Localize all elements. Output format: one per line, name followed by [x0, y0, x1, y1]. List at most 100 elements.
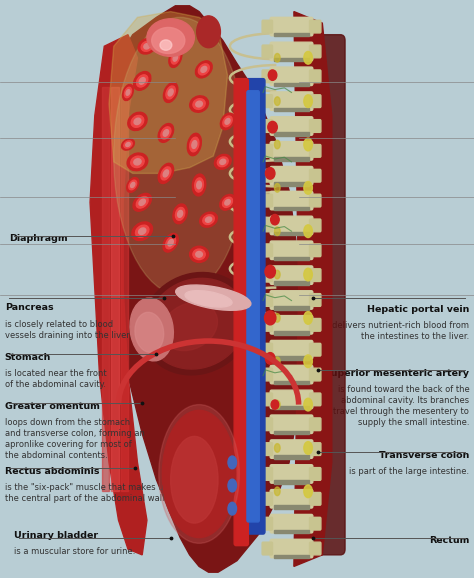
Text: Stomach: Stomach: [5, 353, 51, 362]
FancyBboxPatch shape: [274, 157, 309, 161]
Ellipse shape: [141, 272, 252, 375]
FancyBboxPatch shape: [310, 120, 321, 132]
FancyBboxPatch shape: [270, 42, 313, 61]
Ellipse shape: [162, 410, 236, 538]
Text: Urinary bladder: Urinary bladder: [14, 531, 98, 540]
Circle shape: [268, 70, 277, 80]
Ellipse shape: [137, 75, 148, 87]
Ellipse shape: [274, 271, 280, 279]
Ellipse shape: [160, 40, 172, 50]
Polygon shape: [104, 6, 303, 572]
Ellipse shape: [195, 61, 212, 78]
FancyBboxPatch shape: [270, 216, 313, 235]
FancyBboxPatch shape: [274, 555, 309, 558]
FancyBboxPatch shape: [274, 83, 309, 86]
FancyBboxPatch shape: [262, 45, 273, 58]
Ellipse shape: [166, 86, 175, 99]
Ellipse shape: [134, 159, 141, 165]
FancyBboxPatch shape: [234, 79, 248, 546]
Ellipse shape: [161, 167, 171, 180]
FancyBboxPatch shape: [270, 340, 313, 359]
Ellipse shape: [126, 143, 130, 146]
Ellipse shape: [304, 268, 312, 281]
FancyBboxPatch shape: [270, 166, 313, 185]
Ellipse shape: [130, 298, 173, 361]
Ellipse shape: [176, 285, 251, 310]
FancyBboxPatch shape: [270, 316, 313, 334]
Polygon shape: [294, 12, 332, 566]
Ellipse shape: [136, 225, 149, 237]
Polygon shape: [121, 87, 128, 491]
FancyBboxPatch shape: [262, 294, 273, 306]
FancyBboxPatch shape: [310, 45, 321, 58]
Ellipse shape: [114, 17, 246, 295]
Text: Transverse colon: Transverse colon: [379, 451, 469, 460]
Ellipse shape: [196, 101, 202, 107]
Circle shape: [265, 265, 275, 278]
FancyBboxPatch shape: [262, 468, 273, 480]
Ellipse shape: [169, 48, 182, 68]
FancyBboxPatch shape: [274, 431, 309, 434]
Circle shape: [265, 168, 275, 179]
Ellipse shape: [158, 164, 173, 183]
FancyBboxPatch shape: [262, 219, 273, 232]
FancyBboxPatch shape: [310, 368, 321, 381]
FancyBboxPatch shape: [270, 365, 313, 384]
Ellipse shape: [133, 194, 151, 211]
Ellipse shape: [304, 138, 312, 151]
FancyBboxPatch shape: [262, 20, 273, 33]
FancyBboxPatch shape: [274, 331, 309, 335]
Text: Rectus abdominis: Rectus abdominis: [5, 467, 99, 476]
FancyBboxPatch shape: [310, 517, 321, 530]
Ellipse shape: [185, 291, 232, 307]
Ellipse shape: [135, 312, 164, 353]
Text: Diaphragm: Diaphragm: [9, 234, 68, 243]
FancyBboxPatch shape: [274, 505, 309, 509]
Ellipse shape: [304, 355, 312, 368]
Ellipse shape: [220, 159, 226, 165]
Text: is the "six-pack" muscle that makes up
the central part of the abdominal wall.: is the "six-pack" muscle that makes up t…: [5, 483, 169, 503]
Ellipse shape: [222, 197, 233, 208]
FancyBboxPatch shape: [274, 58, 309, 61]
FancyBboxPatch shape: [262, 70, 273, 83]
Ellipse shape: [161, 127, 171, 139]
Ellipse shape: [225, 199, 230, 205]
Ellipse shape: [304, 51, 312, 64]
Ellipse shape: [141, 41, 153, 51]
Text: is found toward the back of the
abdominal cavity. Its branches
travel through th: is found toward the back of the abdomina…: [333, 385, 469, 427]
FancyBboxPatch shape: [262, 492, 273, 505]
Ellipse shape: [228, 456, 237, 469]
Ellipse shape: [190, 96, 209, 112]
FancyBboxPatch shape: [247, 91, 259, 522]
FancyBboxPatch shape: [270, 117, 313, 135]
FancyBboxPatch shape: [310, 244, 321, 257]
FancyBboxPatch shape: [310, 269, 321, 281]
FancyBboxPatch shape: [262, 517, 273, 530]
FancyBboxPatch shape: [270, 67, 313, 86]
FancyBboxPatch shape: [262, 443, 273, 455]
Ellipse shape: [274, 97, 280, 105]
Ellipse shape: [228, 479, 237, 492]
Text: is part of the large intestine.: is part of the large intestine.: [349, 467, 469, 476]
Ellipse shape: [121, 139, 135, 150]
FancyBboxPatch shape: [245, 79, 265, 534]
Ellipse shape: [147, 279, 246, 369]
Ellipse shape: [274, 227, 280, 235]
FancyBboxPatch shape: [310, 492, 321, 505]
FancyBboxPatch shape: [270, 440, 313, 458]
Ellipse shape: [304, 398, 312, 411]
FancyBboxPatch shape: [274, 257, 309, 260]
Ellipse shape: [274, 184, 280, 192]
Ellipse shape: [196, 251, 202, 257]
Text: is closely related to blood
vessels draining into the liver.: is closely related to blood vessels drai…: [5, 320, 131, 340]
Ellipse shape: [171, 51, 180, 64]
Ellipse shape: [200, 212, 218, 227]
FancyBboxPatch shape: [274, 182, 309, 186]
FancyBboxPatch shape: [262, 194, 273, 207]
Ellipse shape: [223, 116, 232, 127]
Ellipse shape: [138, 228, 146, 235]
FancyBboxPatch shape: [270, 291, 313, 309]
Circle shape: [268, 121, 277, 133]
Text: Hepatic portal vein: Hepatic portal vein: [367, 305, 469, 314]
Circle shape: [265, 353, 275, 364]
